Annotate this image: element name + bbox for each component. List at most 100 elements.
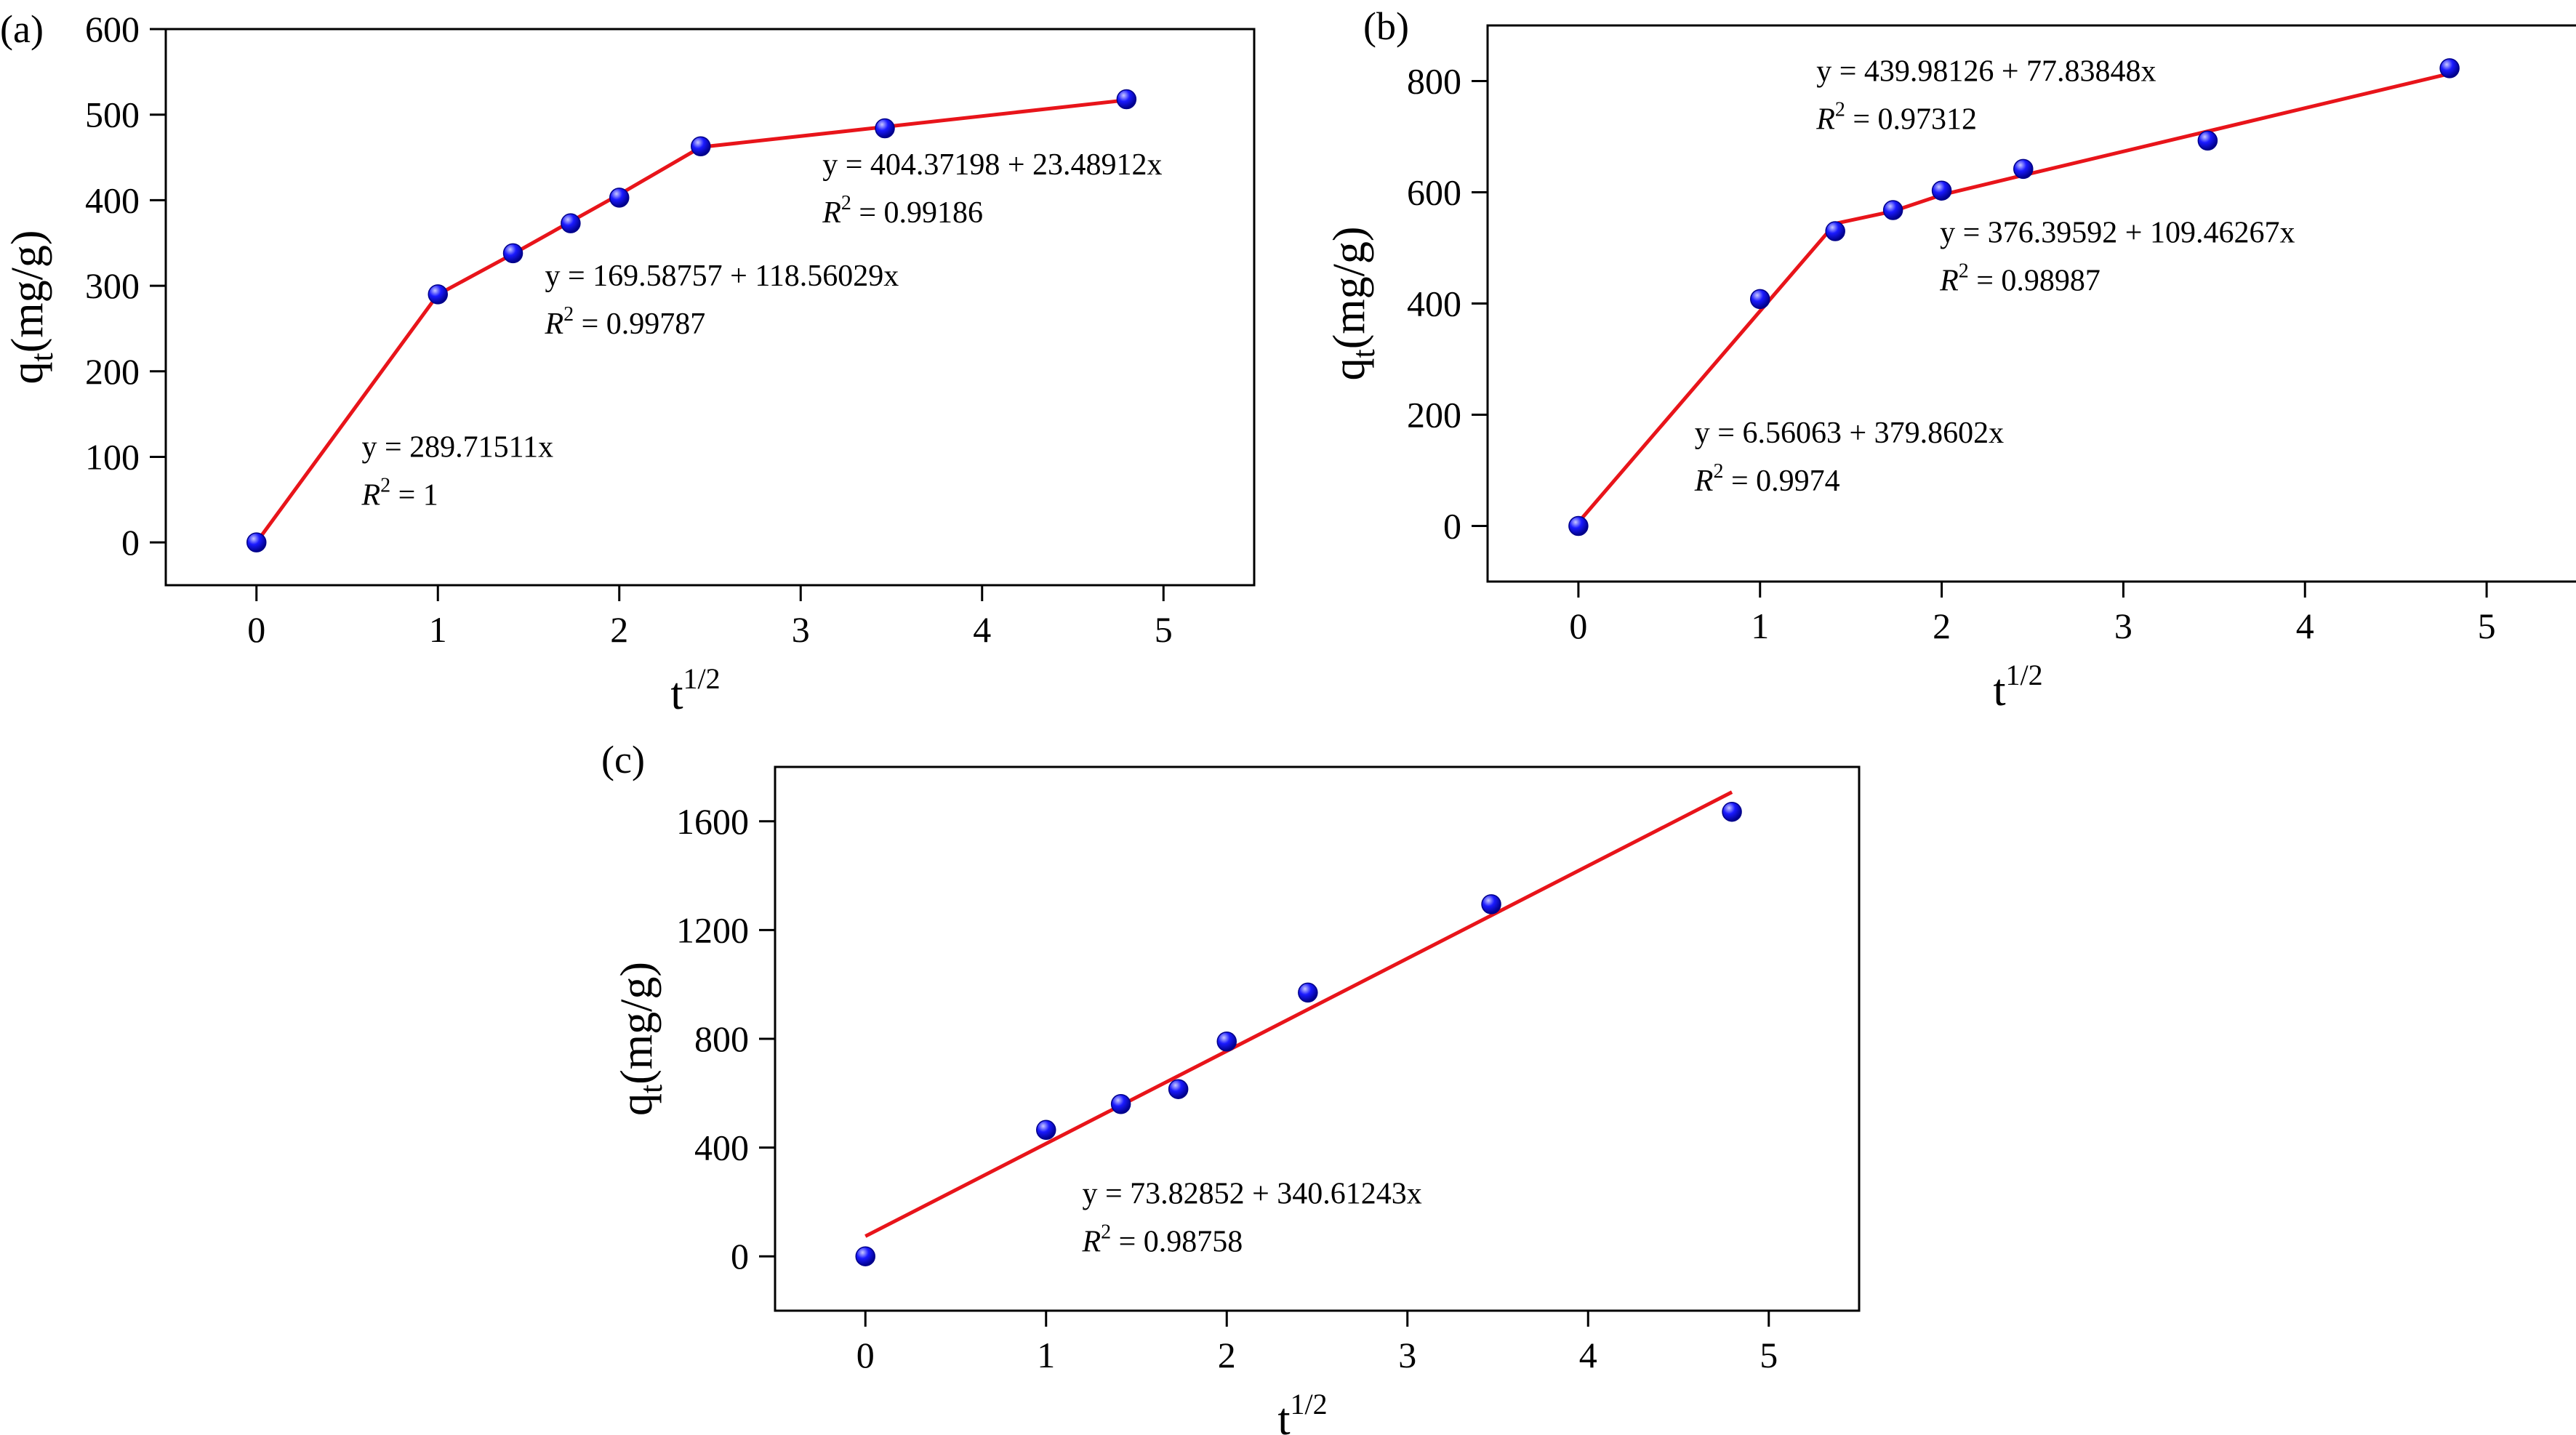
r-squared-label: R2 = 0.98758 <box>1081 1221 1243 1258</box>
x-axis-title: t1/2 <box>1277 1388 1327 1435</box>
r-squared-value: = 0.98758 <box>1111 1225 1243 1258</box>
data-point <box>691 136 711 156</box>
y-axis-title-unit: (mg/g) <box>1325 227 1374 350</box>
data-point <box>428 284 448 305</box>
r-squared-superscript: 2 <box>1101 1221 1111 1243</box>
x-tick-label: 5 <box>1760 1335 1778 1375</box>
data-point <box>561 213 581 233</box>
y-axis-title-base: q <box>1325 358 1374 380</box>
panel-label: (a) <box>0 7 44 51</box>
r-squared-superscript: 2 <box>1959 260 1969 282</box>
data-point <box>246 532 267 552</box>
panel-label: (c) <box>601 738 645 781</box>
r-squared-label: R2 = 0.99186 <box>822 192 983 230</box>
y-tick-label: 800 <box>694 1018 749 1059</box>
data-point <box>1116 89 1137 110</box>
r-squared-symbol: R <box>1939 264 1959 297</box>
fit-equation-label: y = 439.98126 + 77.83848x <box>1816 55 2156 89</box>
y-tick-label: 0 <box>121 522 140 563</box>
data-point <box>1216 1031 1237 1052</box>
data-point <box>1722 801 1742 822</box>
data-point <box>2013 158 2034 180</box>
r-squared-superscript: 2 <box>563 303 574 326</box>
x-tick-label: 2 <box>610 609 628 650</box>
data-point <box>1931 180 1952 201</box>
r-squared-superscript: 2 <box>380 474 390 497</box>
r-squared-symbol: R <box>1694 465 1714 498</box>
x-axis-title-base: t <box>1993 666 2005 715</box>
data-point <box>609 188 630 208</box>
x-tick-label: 0 <box>247 609 265 650</box>
x-tick-label: 5 <box>2478 606 2496 646</box>
x-axis-title: t1/2 <box>670 662 720 719</box>
y-tick-label: 200 <box>85 351 140 392</box>
panel-label: (b) <box>1363 4 1409 48</box>
data-point <box>875 118 895 139</box>
r-squared-symbol: R <box>544 308 563 341</box>
x-tick-label: 3 <box>1398 1335 1416 1375</box>
fit-equation-label: y = 376.39592 + 109.46267x <box>1940 216 2295 249</box>
r-squared-symbol: R <box>361 478 380 512</box>
x-tick-label: 0 <box>1569 606 1587 646</box>
data-point <box>2197 130 2218 151</box>
r-squared-value: = 0.98987 <box>1969 264 2100 297</box>
y-tick-label: 0 <box>1443 506 1461 547</box>
y-axis-title-unit: (mg/g) <box>3 230 52 353</box>
plot-frame <box>1486 24 2576 583</box>
y-tick-label: 600 <box>1407 172 1461 213</box>
r-squared-symbol: R <box>1081 1225 1101 1258</box>
x-axis-title-superscript: 1/2 <box>1291 1388 1328 1420</box>
y-tick-label: 800 <box>1407 61 1461 102</box>
x-axis-title-superscript: 1/2 <box>2006 659 2043 691</box>
y-tick-label: 400 <box>694 1128 749 1168</box>
y-axis-title-subscript: t <box>1346 349 1381 358</box>
y-tick-label: 600 <box>85 9 140 49</box>
r-squared-label: R2 = 0.97312 <box>1815 99 1977 137</box>
x-tick-label: 3 <box>792 609 810 650</box>
r-squared-value: = 0.99787 <box>574 308 705 341</box>
r-squared-symbol: R <box>822 196 841 230</box>
y-axis-title: qt(mg/g) <box>1325 227 1381 381</box>
x-tick-label: 4 <box>973 609 991 650</box>
x-axis-title-base: t <box>670 670 683 719</box>
r-squared-value: = 0.9974 <box>1723 465 1839 498</box>
r-squared-value: = 0.99186 <box>851 196 983 230</box>
r-squared-superscript: 2 <box>841 192 851 214</box>
x-axis-title: t1/2 <box>1993 659 2042 715</box>
y-axis-title-base: q <box>3 361 52 384</box>
x-tick-label: 5 <box>1155 609 1173 650</box>
fit-equation-label: y = 73.82852 + 340.61243x <box>1082 1177 1421 1210</box>
y-axis-title: qt(mg/g) <box>612 962 669 1116</box>
y-axis-title-unit: (mg/g) <box>612 962 662 1085</box>
data-point <box>1750 289 1770 310</box>
plot-frame <box>164 28 1256 587</box>
y-tick-label: 1200 <box>676 909 749 950</box>
y-tick-label: 1600 <box>676 801 749 842</box>
y-axis-title-subscript: t <box>633 1085 669 1093</box>
r-squared-label: R2 = 0.99787 <box>544 303 705 341</box>
x-tick-label: 4 <box>2296 606 2314 646</box>
fit-equation-label: y = 289.71511x <box>361 430 553 464</box>
r-squared-label: R2 = 0.98987 <box>1939 260 2100 297</box>
x-tick-label: 1 <box>1037 1335 1055 1375</box>
data-point <box>1110 1094 1131 1114</box>
data-point <box>1168 1079 1189 1099</box>
fit-line <box>864 790 1733 1238</box>
data-point <box>2439 58 2460 79</box>
x-tick-label: 0 <box>856 1335 875 1375</box>
plot-frame <box>774 765 1861 1312</box>
fit-equation-label: y = 6.56063 + 379.8602x <box>1695 417 2004 450</box>
x-tick-label: 3 <box>2114 606 2132 646</box>
x-tick-label: 2 <box>1933 606 1951 646</box>
r-squared-value: = 1 <box>390 478 438 512</box>
data-point <box>855 1246 875 1266</box>
data-point <box>502 243 523 264</box>
y-tick-label: 400 <box>85 180 140 220</box>
data-point <box>1568 515 1589 536</box>
fit-line <box>254 98 1127 544</box>
y-tick-label: 200 <box>1407 395 1461 435</box>
x-tick-label: 4 <box>1579 1335 1597 1375</box>
